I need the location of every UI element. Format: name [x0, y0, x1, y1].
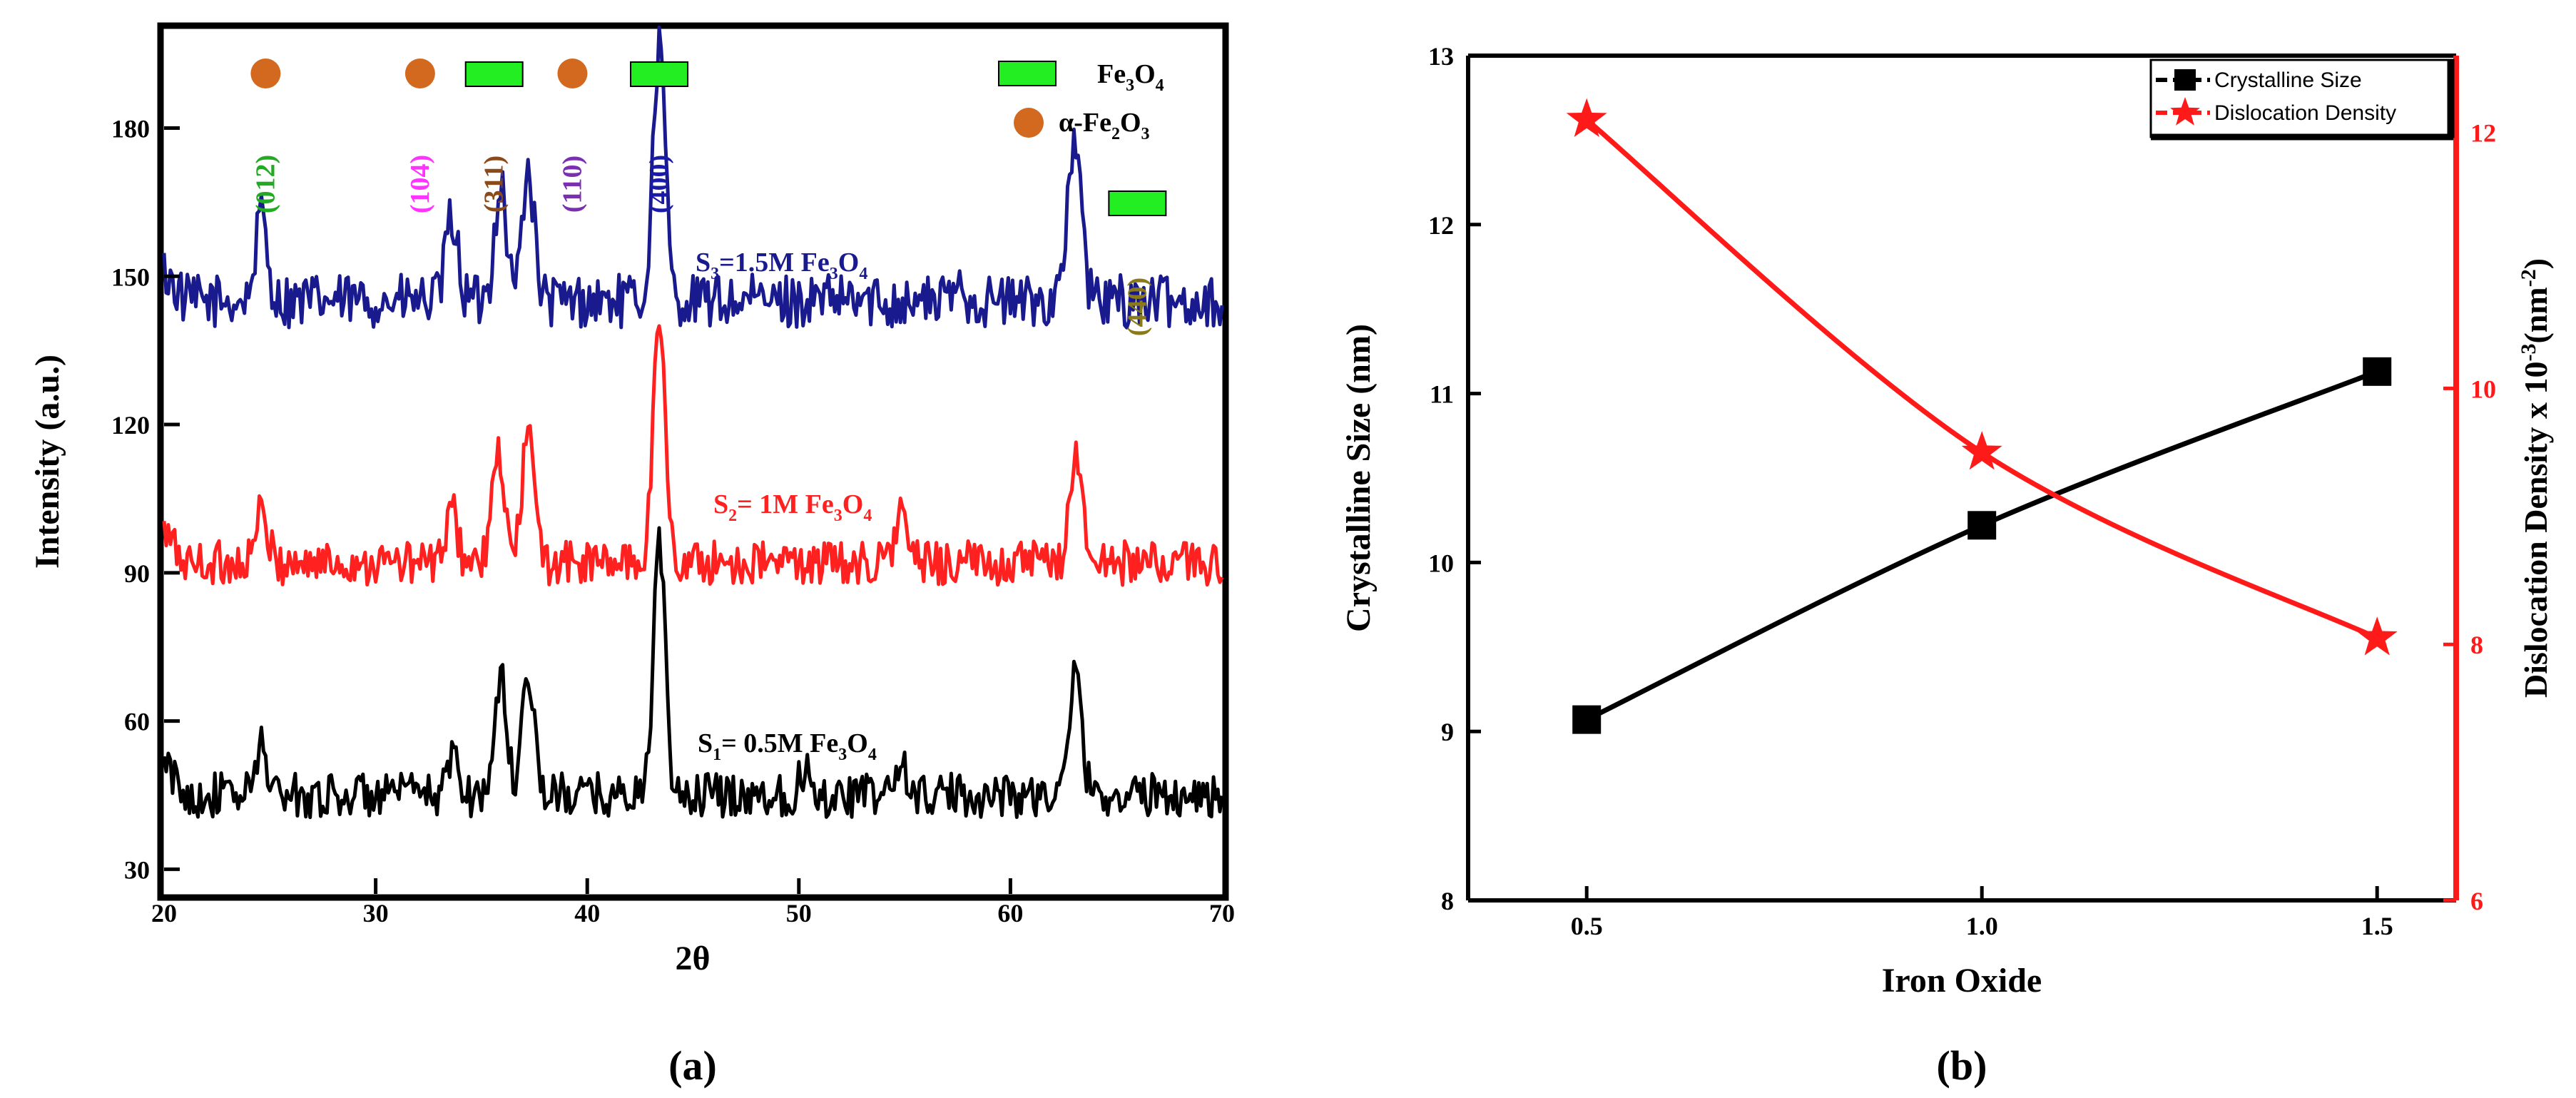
dislocation-density-point — [1961, 431, 2002, 470]
legend-star-marker — [2170, 97, 2200, 126]
x-tick-label: 70 — [1209, 899, 1235, 927]
legend-box — [2149, 59, 2455, 138]
legend-fe3o4-label: Fe3O4 — [1097, 59, 1164, 95]
panel-a-caption: (a) — [668, 1042, 717, 1089]
hkl-label: (400) — [644, 155, 674, 213]
b-right-y-axis-label: Dislocation Density x 10-3(nm-2) — [2517, 258, 2554, 698]
dislocation-density-line — [1584, 118, 2378, 641]
b-x-tick-label: 1.5 — [2361, 912, 2393, 940]
b-x-tick-label: 0.5 — [1571, 912, 1603, 940]
y-tick-label: 150 — [111, 263, 150, 291]
fe2o3-marker — [557, 59, 588, 88]
b-left-tick-label: 11 — [1430, 380, 1454, 409]
x-axis-ticks: 20 30 40 50 60 70 — [151, 878, 1235, 927]
hkl-label: (311) — [479, 156, 509, 213]
panel-a-plot-frame — [157, 22, 1229, 901]
hkl-label: (440) — [1122, 278, 1152, 336]
b-x-tick-label: 1.0 — [1966, 912, 1998, 940]
b-x-axis-label: Iron Oxide — [1882, 962, 2042, 1000]
panel-b-caption: (b) — [1937, 1042, 1987, 1089]
legend-fe2o3-marker — [1014, 108, 1044, 138]
series-label: S3=1.5M Fe3O4 — [696, 248, 867, 283]
x-tick-label: 60 — [997, 899, 1023, 927]
hkl-label: (110) — [557, 156, 587, 213]
b-left-tick-label: 10 — [1428, 549, 1454, 577]
b-left-tick-label: 8 — [1441, 887, 1454, 915]
series-labels: S3=1.5M Fe3O4 S2= 1M Fe3O4 S1= 0.5M Fe3O4 — [696, 248, 877, 764]
xrd-series-line — [162, 25, 1224, 330]
x-tick-label: 20 — [151, 899, 177, 927]
hkl-label: (104) — [405, 155, 435, 213]
legend-square-marker — [2174, 69, 2196, 91]
x-axis-label: 2θ — [675, 940, 710, 977]
x-tick-label: 50 — [786, 899, 812, 927]
hkl-label: (012) — [250, 155, 280, 213]
b-right-tick-label: 10 — [2470, 375, 2496, 403]
fe2o3-marker — [250, 59, 281, 88]
x-tick-label: 30 — [363, 899, 389, 927]
phase-legend: Fe3O4 α-Fe2O3 — [998, 59, 1164, 143]
b-right-tick-label: 8 — [2470, 631, 2483, 659]
b-right-tick-label: 12 — [2470, 119, 2496, 148]
b-left-tick-label: 12 — [1428, 211, 1454, 240]
xrd-series-line — [162, 324, 1224, 587]
fe2o3-marker — [404, 59, 435, 88]
x-tick-label: 40 — [574, 899, 600, 927]
reflection-markers: (012) (104) (311) (110) (400) (440) — [250, 59, 1167, 336]
panel-b-ticks: 0.5 1.0 1.5 8 9 10 11 12 13 6 8 10 12 — [1428, 42, 2496, 940]
y-tick-label: 180 — [111, 115, 150, 143]
dislocation-density-point — [2356, 616, 2398, 656]
panel-b-legend: Crystalline Size Dislocation Density — [2149, 59, 2455, 141]
fe3o4-marker — [630, 61, 689, 87]
b-right-tick-label: 6 — [2470, 887, 2483, 915]
xrd-series-lines — [162, 25, 1224, 820]
b-left-y-axis-label: Crystalline Size (nm) — [1340, 324, 1378, 632]
fe3o4-marker — [464, 61, 524, 87]
xrd-series-line — [162, 526, 1224, 820]
legend-fe3o4-marker — [998, 61, 1057, 86]
legend-fe2o3-label: α-Fe2O3 — [1059, 108, 1150, 143]
legend-label-dislocation: Dislocation Density — [2214, 101, 2396, 125]
dislocation-density-point — [1566, 98, 1607, 137]
y-axis-ticks: 30 60 90 120 150 180 — [111, 115, 180, 884]
b-left-tick-label: 9 — [1441, 718, 1454, 746]
legend-label-crystalline: Crystalline Size — [2214, 68, 2362, 92]
b-left-tick-label: 13 — [1428, 42, 1454, 71]
y-tick-label: 60 — [124, 708, 150, 736]
panel-b-dual-axis-chart: 0.5 1.0 1.5 8 9 10 11 12 13 6 8 10 12 Crystalline Si… — [1340, 42, 2554, 1089]
crystalline-size-point — [2363, 357, 2392, 386]
crystalline-size-point — [1967, 511, 1997, 540]
panel-b-series — [1566, 98, 2398, 734]
y-tick-label: 120 — [111, 411, 150, 439]
series-label: S1= 0.5M Fe3O4 — [698, 728, 877, 764]
crystalline-size-point — [1572, 705, 1602, 734]
series-label: S2= 1M Fe3O4 — [713, 489, 872, 525]
y-tick-label: 90 — [124, 559, 150, 588]
fe3o4-marker — [1108, 190, 1167, 216]
y-axis-label: Intensity (a.u.) — [29, 355, 66, 569]
y-tick-label: 30 — [124, 855, 150, 884]
crystalline-size-line — [1585, 369, 2378, 722]
